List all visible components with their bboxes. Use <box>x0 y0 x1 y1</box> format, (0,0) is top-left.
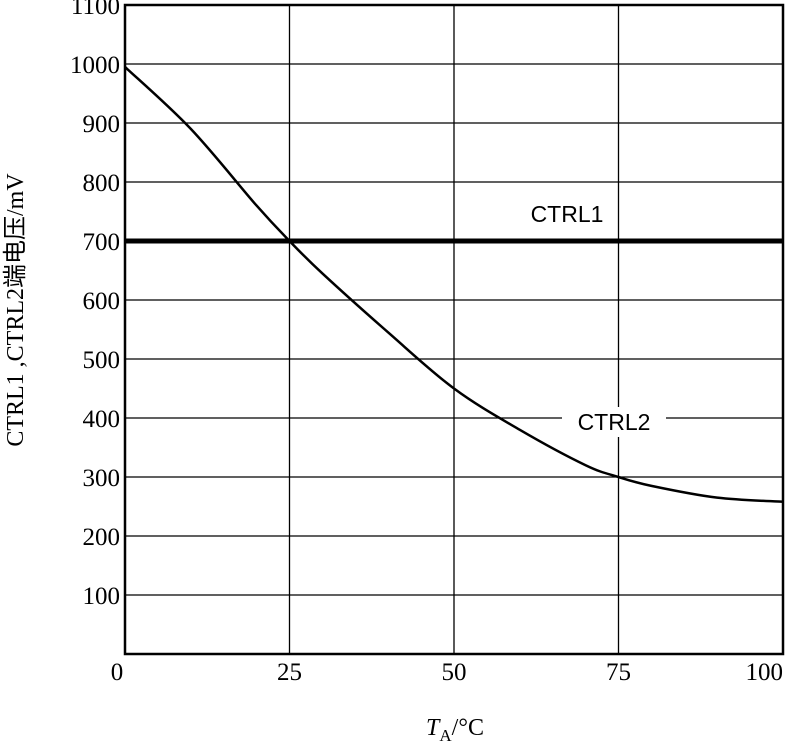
series-group <box>124 66 784 504</box>
series-label-ctrl2: CTRL2 <box>578 409 651 435</box>
y-tick-label: 100 <box>83 583 121 610</box>
series-label-ctrl1: CTRL1 <box>531 201 604 227</box>
series-labels: CTRL1 CTRL2 <box>531 201 666 437</box>
y-tick-label: 500 <box>83 347 121 374</box>
x-tick-labels: 0 25 50 75 100 <box>111 659 783 686</box>
x-axis-label-symbol: T <box>426 715 441 741</box>
y-tick-label: 400 <box>83 406 121 433</box>
plot-frame <box>123 3 785 656</box>
x-axis-label-unit: /°C <box>452 715 484 741</box>
x-tick-label: 75 <box>606 659 631 686</box>
y-tick-label: 1100 <box>71 0 120 20</box>
x-tick-label: 25 <box>277 659 302 686</box>
x-axis-label-subscript: A <box>439 726 452 741</box>
x-tick-label: 50 <box>442 659 467 686</box>
y-axis-label: CTRL1 ,CTRL2端电压/mV <box>2 173 29 447</box>
x-axis-label: TA/°C <box>426 715 484 741</box>
y-tick-label: 900 <box>83 111 121 138</box>
series-line-ctrl2 <box>124 66 784 504</box>
y-tick-label: 700 <box>83 229 121 256</box>
y-tick-label: 1000 <box>70 52 120 79</box>
y-tick-label: 200 <box>83 524 121 551</box>
x-tick-label: 0 <box>111 659 124 686</box>
y-tick-label: 800 <box>83 170 121 197</box>
grid <box>124 4 784 654</box>
y-tick-label: 300 <box>83 465 121 492</box>
y-tick-labels: 100 200 300 400 500 600 700 800 900 1000 1100 <box>70 0 120 610</box>
y-tick-label: 600 <box>83 288 121 315</box>
x-tick-label: 100 <box>746 659 784 686</box>
series-label-background <box>562 407 666 437</box>
